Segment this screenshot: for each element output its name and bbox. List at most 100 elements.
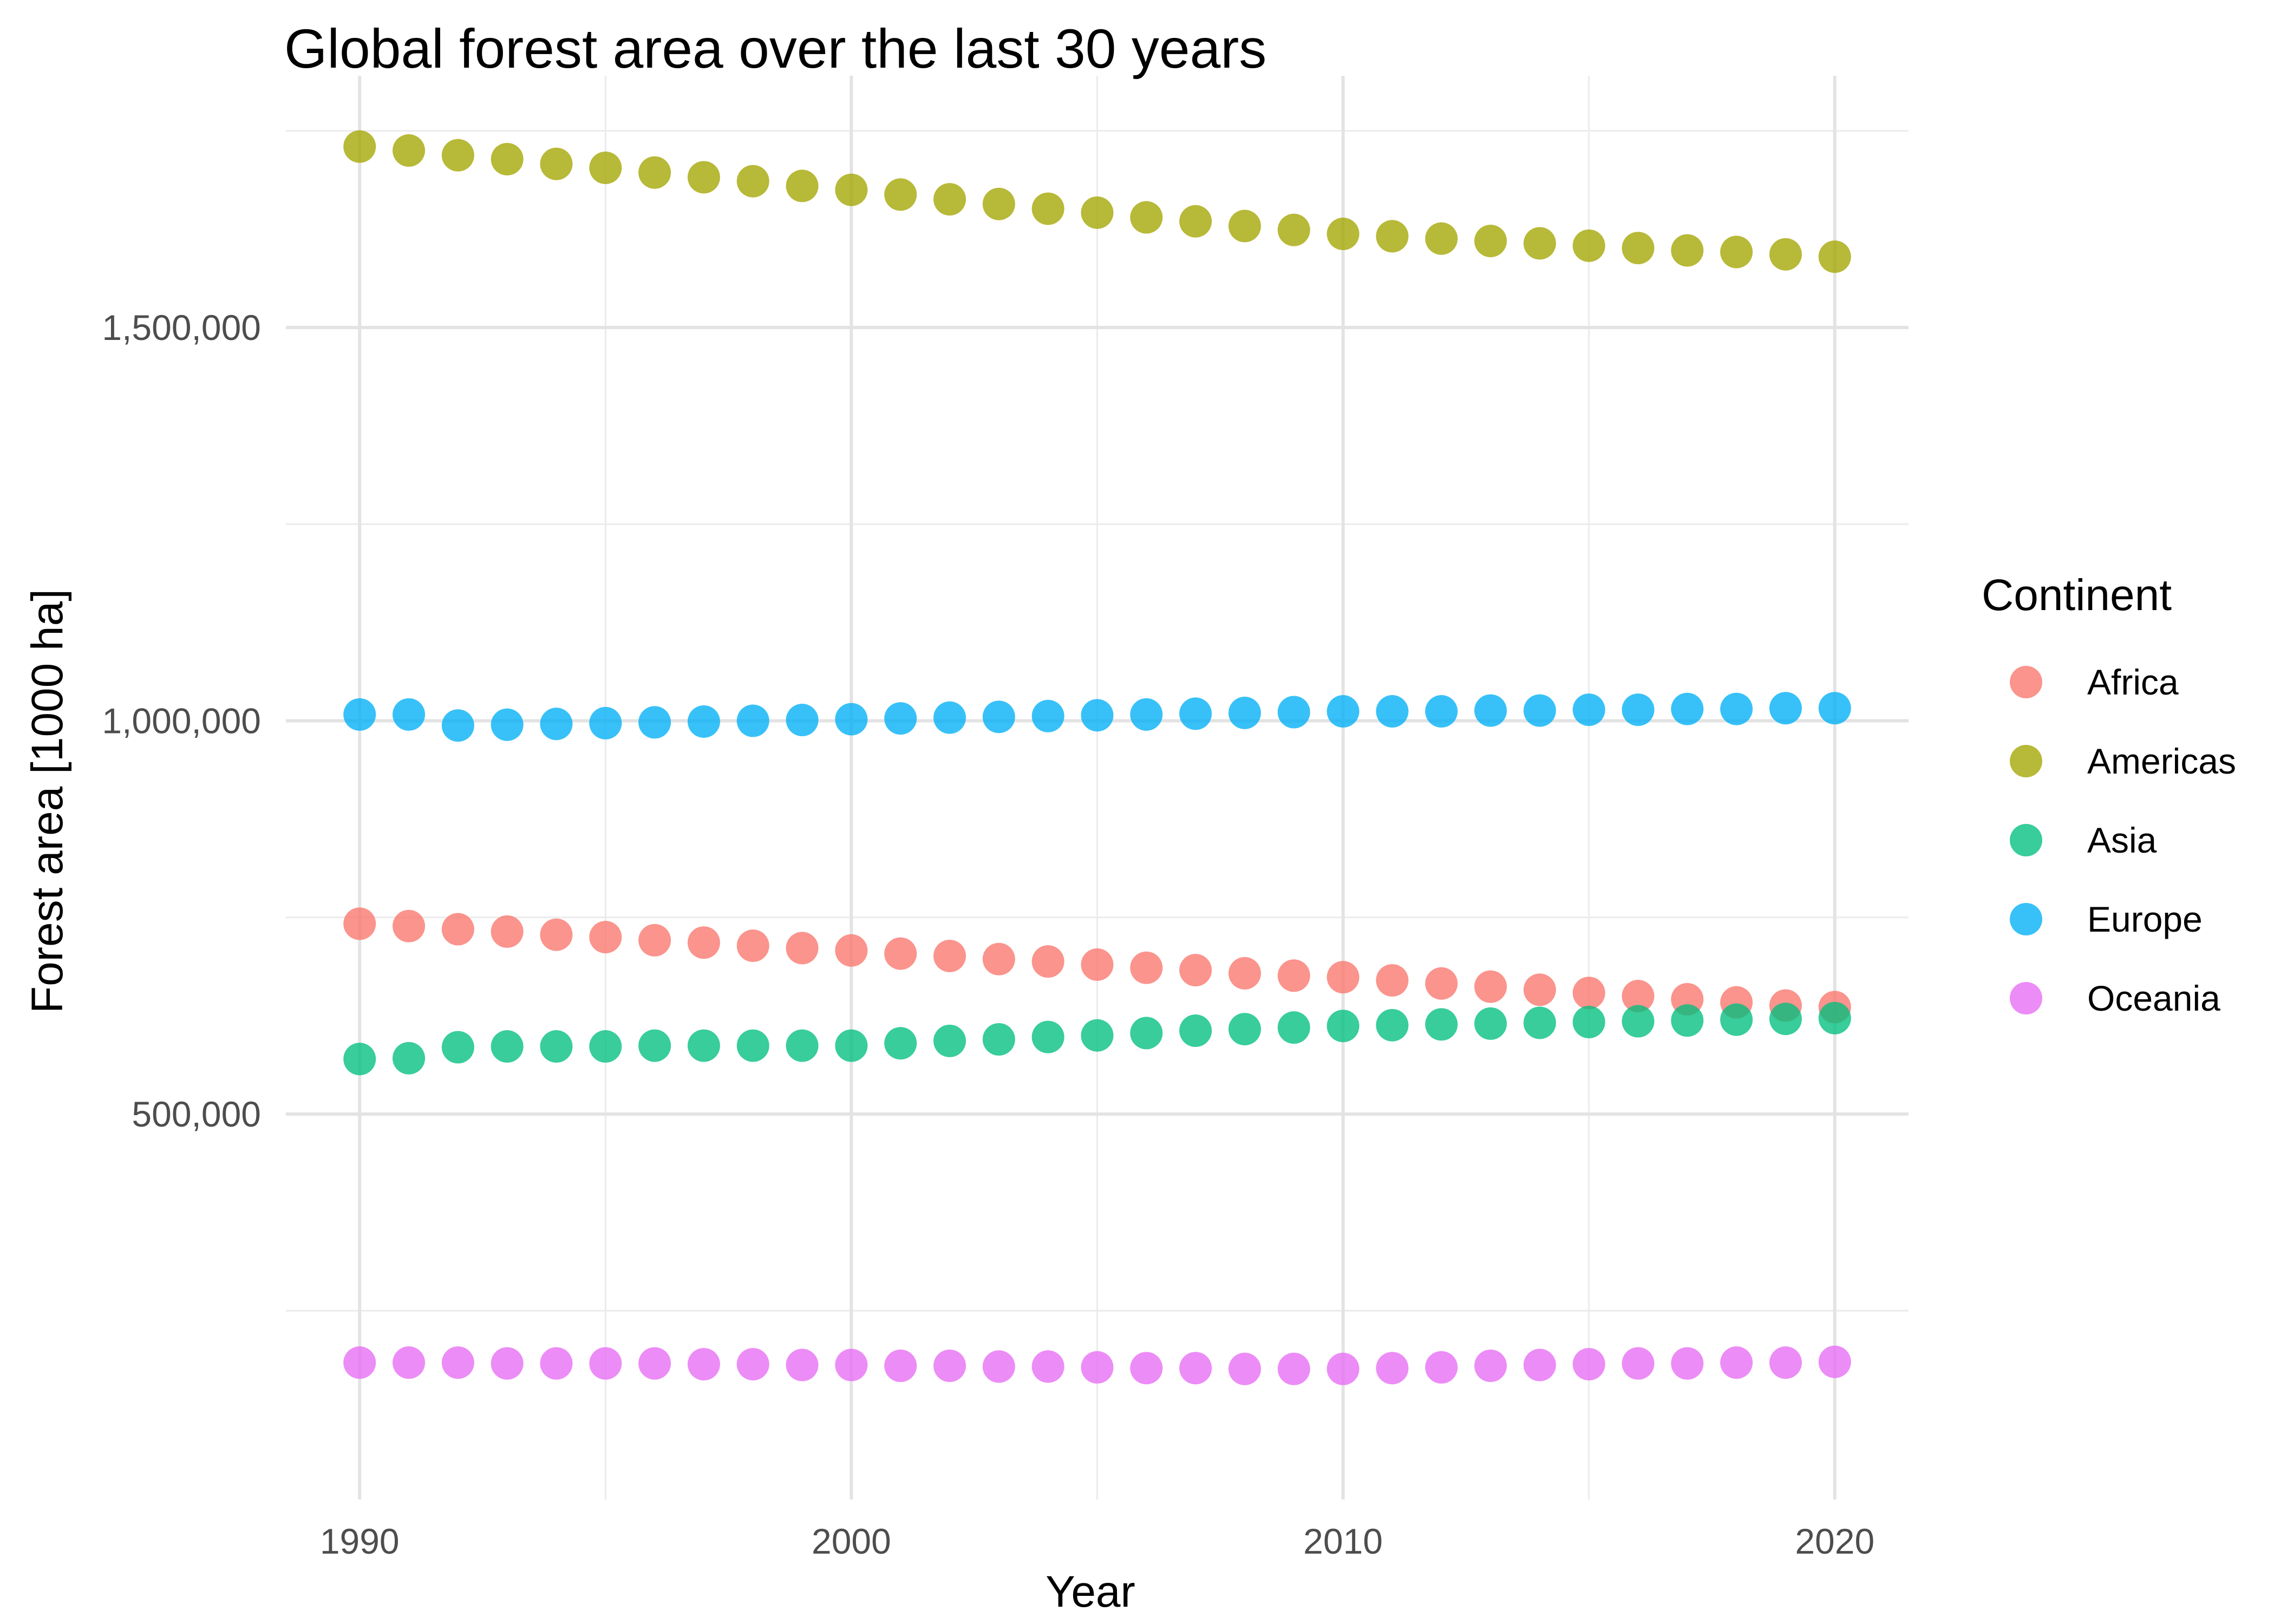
data-point-europe [1720, 692, 1753, 725]
legend-swatch [2010, 903, 2042, 935]
data-point-asia [393, 1042, 426, 1075]
x-tick-label: 2010 [1303, 1521, 1383, 1561]
legend-item-americas: Americas [2010, 741, 2236, 781]
data-point-oceania [982, 1350, 1015, 1383]
data-point-americas [982, 187, 1015, 220]
data-point-europe [884, 702, 917, 735]
data-point-oceania [393, 1346, 426, 1379]
data-point-oceania [343, 1346, 376, 1379]
data-point-europe [1572, 693, 1605, 726]
legend-label: Oceania [2087, 978, 2220, 1018]
data-point-americas [1130, 201, 1163, 234]
data-point-oceania [1031, 1350, 1064, 1383]
data-point-africa [1376, 964, 1409, 997]
y-axis-title: Forest area [1000 ha] [23, 589, 72, 1013]
legend-title: Continent [1982, 571, 2172, 620]
grid-lines [286, 76, 1909, 1499]
data-point-africa [1425, 967, 1458, 1000]
data-point-americas [1572, 229, 1605, 262]
data-point-oceania [786, 1348, 819, 1381]
data-point-africa [1474, 970, 1507, 1003]
chart-title: Global forest area over the last 30 year… [284, 18, 1267, 80]
data-point-americas [786, 169, 819, 202]
data-point-oceania [1130, 1352, 1163, 1385]
data-point-europe [786, 704, 819, 737]
data-point-oceania [1523, 1348, 1556, 1381]
x-tick-label: 2000 [812, 1521, 891, 1561]
data-point-europe [1818, 692, 1851, 725]
data-point-europe [343, 698, 376, 731]
data-point-asia [1425, 1008, 1458, 1041]
data-point-asia [1031, 1020, 1064, 1053]
data-point-americas [1228, 209, 1261, 243]
data-point-oceania [1376, 1352, 1409, 1385]
data-point-oceania [441, 1346, 474, 1379]
legend-swatch [2010, 982, 2042, 1014]
data-point-oceania [736, 1348, 769, 1381]
data-point-americas [343, 130, 376, 163]
data-point-americas [540, 147, 573, 180]
data-point-asia [1228, 1013, 1261, 1046]
legend-item-asia: Asia [2010, 820, 2157, 860]
data-point-oceania [1769, 1346, 1802, 1379]
data-point-asia [638, 1029, 671, 1062]
data-point-asia [540, 1030, 573, 1063]
data-point-africa [786, 932, 819, 965]
data-point-americas [884, 178, 917, 211]
legend-label: Americas [2087, 741, 2236, 781]
data-point-oceania [589, 1347, 622, 1380]
data-point-africa [1277, 959, 1310, 992]
data-point-asia [1179, 1014, 1212, 1047]
data-point-americas [393, 134, 426, 167]
data-point-europe [393, 698, 426, 731]
data-point-africa [835, 934, 868, 967]
data-point-europe [638, 706, 671, 739]
data-point-oceania [1179, 1352, 1212, 1385]
data-point-europe [1769, 692, 1802, 725]
legend-item-africa: Africa [2010, 662, 2179, 702]
data-point-oceania [1474, 1349, 1507, 1382]
data-point-oceania [1671, 1347, 1704, 1380]
data-point-europe [687, 705, 720, 738]
axis-tick-labels: 1990 2000 2010 2020 500,000 1,000,000 1,500,00… [102, 307, 1874, 1561]
data-point-europe [1622, 693, 1655, 726]
data-point-oceania [1081, 1351, 1114, 1384]
data-point-oceania [1720, 1346, 1753, 1379]
data-point-africa [638, 924, 671, 957]
data-point-africa [933, 939, 966, 972]
data-point-americas [835, 173, 868, 206]
data-point-americas [1818, 240, 1851, 273]
legend-swatch [2010, 745, 2042, 777]
data-point-oceania [1277, 1352, 1310, 1385]
data-point-asia [1523, 1006, 1556, 1039]
series-asia [343, 1001, 1851, 1076]
data-point-africa [982, 942, 1015, 975]
data-point-americas [1179, 205, 1212, 238]
data-point-asia [786, 1029, 819, 1062]
data-point-asia [1720, 1003, 1753, 1036]
data-point-europe [1277, 696, 1310, 729]
data-point-oceania [1572, 1348, 1605, 1381]
data-point-oceania [1622, 1347, 1655, 1380]
data-point-africa [1327, 961, 1360, 994]
data-point-africa [491, 915, 524, 948]
x-tick-label: 2020 [1795, 1521, 1874, 1561]
data-point-europe [1425, 695, 1458, 728]
data-point-asia [589, 1030, 622, 1063]
data-point-africa [1130, 951, 1163, 984]
data-point-americas [1327, 218, 1360, 251]
legend-label: Africa [2087, 662, 2179, 702]
data-point-americas [1523, 227, 1556, 260]
data-point-europe [491, 708, 524, 741]
data-points [343, 130, 1851, 1385]
data-point-europe [736, 704, 769, 737]
data-point-asia [491, 1030, 524, 1063]
data-point-africa [1031, 945, 1064, 978]
data-point-asia [1327, 1010, 1360, 1043]
data-point-africa [343, 907, 376, 940]
legend: Continent Africa Americas Asia Europe Oceani… [1982, 571, 2236, 1018]
data-point-europe [1031, 699, 1064, 732]
data-point-europe [1228, 696, 1261, 729]
y-tick-label: 500,000 [132, 1094, 261, 1134]
data-point-europe [1671, 692, 1704, 725]
